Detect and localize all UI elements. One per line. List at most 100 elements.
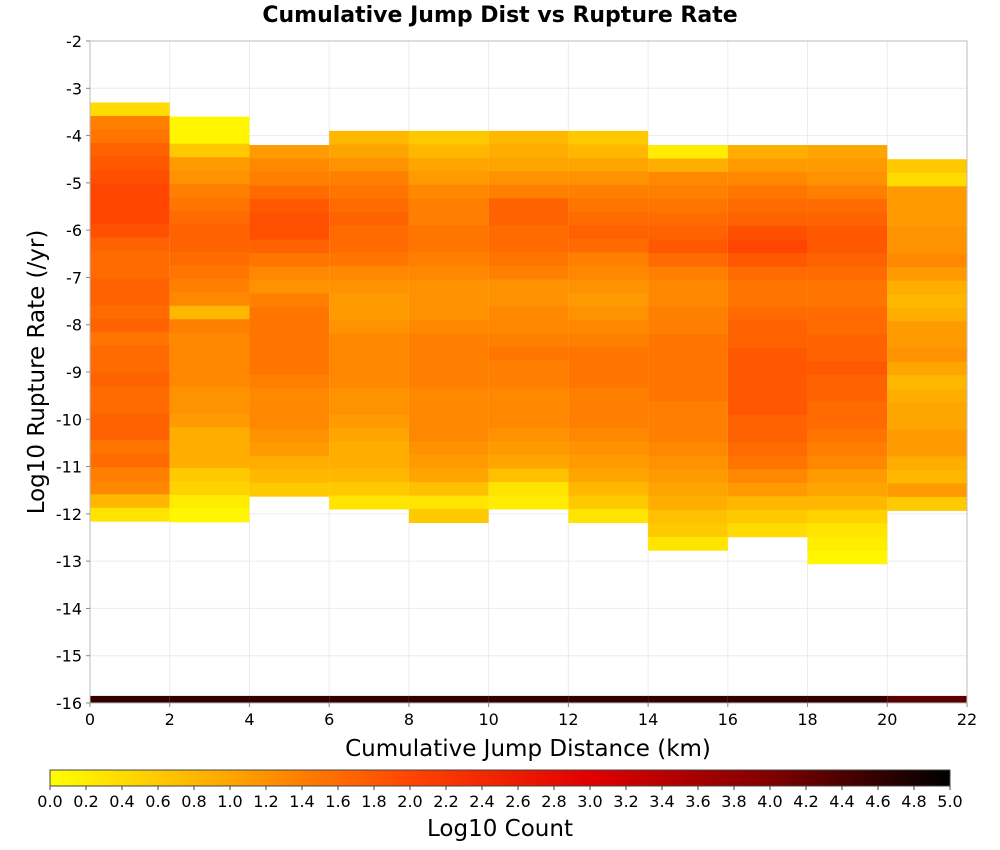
heatmap-cell [169,454,250,469]
heatmap-cell [648,307,728,322]
heatmap-cell [727,320,808,335]
heatmap-cell [249,334,330,349]
heatmap-cell [727,347,808,362]
heatmap-cell [90,156,170,171]
heatmap-cell [807,442,888,457]
heatmap-cell [169,224,250,239]
colorbar-tick-label: 3.2 [613,792,638,811]
y-tick-label: -5 [66,174,82,193]
heatmap-cell [90,264,170,279]
heatmap-cell [408,428,489,442]
heatmap-cell [807,307,888,322]
colorbar-tick-label: 1.8 [361,792,386,811]
x-tick-label: 8 [404,710,414,729]
y-tick-label: -8 [66,316,82,335]
colorbar-tick-label: 1.6 [325,792,350,811]
heatmap-cell [169,400,250,415]
heatmap-cell [887,240,967,255]
y-tick-label: -2 [66,32,82,51]
heatmap-cell [169,695,250,703]
heatmap-cell [169,116,250,131]
heatmap-cell [807,469,888,484]
heatmap-cell [887,294,967,309]
heatmap-cell [329,482,409,497]
heatmap-cell [329,211,409,226]
heatmap-cell [408,279,489,294]
y-tick-label: -7 [66,268,82,287]
heatmap-cell [648,334,728,349]
heatmap-cells [90,102,967,703]
heatmap-cell [90,467,170,482]
heatmap-cell [568,144,649,159]
heatmap-cell [329,184,409,199]
heatmap-cell [887,429,967,444]
heatmap-cell [249,442,330,457]
heatmap-cell [488,292,569,307]
heatmap-cell [727,361,808,376]
colorbar-tick-label: 0.4 [109,792,134,811]
heatmap-cell [408,225,489,240]
heatmap-cell [887,402,967,417]
x-axis-ticks: 0 2 4 6 8 10 12 14 16 18 20 22 [85,703,977,729]
heatmap-cell [648,185,728,200]
heatmap-cell [648,239,728,254]
heatmap-cell [887,186,967,201]
heatmap-cell [807,415,888,430]
heatmap-cell [90,345,170,360]
heatmap-cell [568,346,649,361]
colorbar-tick-label: 4.0 [757,792,782,811]
x-tick-label: 18 [797,710,817,729]
heatmap-cell [727,695,808,703]
heatmap-cell [329,374,409,388]
heatmap-cell [807,482,888,497]
x-tick-label: 22 [957,710,977,729]
heatmap-cell [727,388,808,403]
heatmap-cell [568,238,649,253]
colorbar-tick-label: 3.0 [577,792,602,811]
heatmap-cell [648,536,728,551]
heatmap-cell [807,361,888,376]
heatmap-cell [568,252,649,267]
heatmap-cell [887,321,967,336]
heatmap-cell [408,265,489,280]
heatmap-cell [648,455,728,470]
heatmap-cell [488,360,569,375]
heatmap-cell [488,695,569,703]
heatmap-cell [90,318,170,333]
heatmap-cell [169,130,250,145]
heatmap-cell [727,280,808,295]
heatmap-cell [408,441,489,456]
heatmap-cell [648,482,728,497]
heatmap-cell [249,199,330,213]
heatmap-cell [249,239,330,254]
colorbar-tick-label: 3.8 [721,792,746,811]
heatmap-cell [408,144,489,159]
heatmap-cell [329,360,409,375]
heatmap-cell [408,387,489,402]
heatmap-cell [329,292,409,307]
heatmap-cell [329,441,409,456]
heatmap-cell [90,386,170,401]
heatmap-cell [648,428,728,443]
heatmap-cell [329,225,409,240]
y-tick-label: -13 [56,552,82,571]
heatmap-cell [90,480,170,495]
heatmap-cell [488,401,569,415]
heatmap-cell [727,226,808,240]
colorbar-tick-label: 2.6 [505,792,530,811]
heatmap-cell [648,361,728,376]
heatmap-cell [408,455,489,469]
x-tick-label: 2 [165,710,175,729]
x-tick-label: 12 [558,710,578,729]
heatmap-cell [568,333,649,348]
heatmap-cell [329,144,409,159]
heatmap-cell [90,278,170,293]
heatmap-cell [169,386,250,401]
heatmap-cell [488,374,569,388]
heatmap-cell [887,172,967,187]
heatmap-cell [488,306,569,321]
heatmap-cell [488,468,569,483]
y-tick-label: -16 [56,694,82,713]
heatmap-cell [887,213,967,228]
heatmap-cell [169,373,250,388]
